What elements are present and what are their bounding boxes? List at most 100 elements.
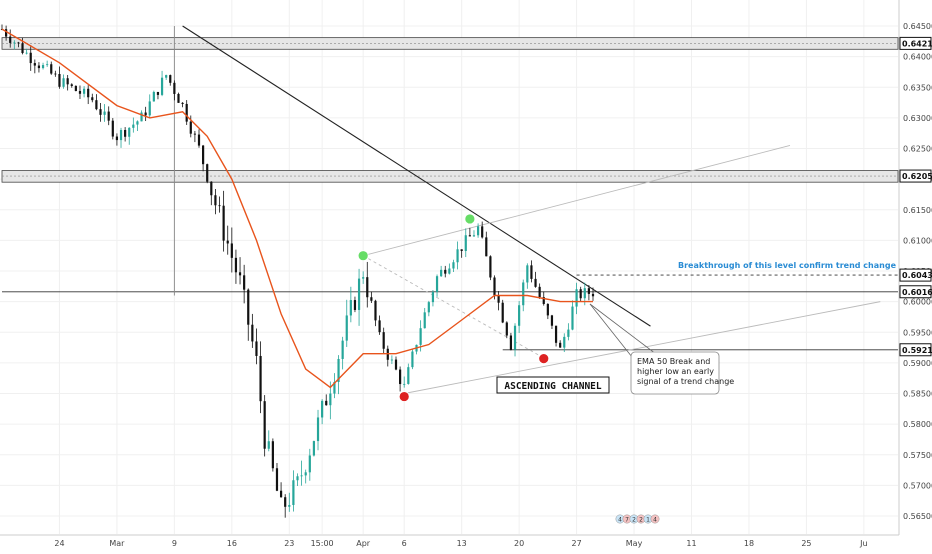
candle-body [485,237,488,257]
candle-body [5,29,8,37]
indicator-badge-5 [650,514,660,524]
candle-body [128,127,131,137]
candle-body [460,249,463,251]
candle-body [370,297,373,301]
candle-body [25,52,28,54]
price-badge-4 [899,343,932,357]
indicator-badge-label-5: 4 [653,517,657,524]
candle-body [165,75,168,78]
trend-line-downtrend [182,25,651,327]
indicator-badge-label-2: 2 [632,517,636,524]
candle-body [550,315,554,326]
candle-body [284,497,287,507]
candle-body [325,400,328,406]
candle-body [292,480,295,505]
candle-body [119,129,123,141]
candle-body [563,336,566,348]
x-tick-label: Ju [859,539,867,548]
candle-body [226,240,229,244]
candle-body [587,288,590,294]
support-resistance-zones [1,37,899,351]
candle-body [181,102,184,104]
candle-body [21,43,24,54]
candle-body [144,112,147,116]
candle-body [152,91,155,102]
candle-body [173,82,176,94]
candle-body [403,383,406,385]
x-tick-label: 6 [402,539,407,548]
candle-body [534,278,537,287]
candle-body [304,472,307,476]
callout-line-2: higher low an early [637,367,714,376]
candle-body [251,324,254,342]
candle-body [279,490,283,498]
candle-body [41,65,45,69]
candle-body [156,91,160,95]
candle-body [567,329,570,337]
level-zone-1 [1,170,899,183]
candle-body [341,340,344,359]
candle-body [390,359,393,361]
candle-body [374,300,377,321]
candle-body [366,277,369,298]
indicator-badge-label-4: 1 [646,517,650,524]
candle-body [148,101,151,116]
candle-body [300,475,303,477]
candle-body [9,36,12,43]
candle-body [124,129,127,137]
indicator-badge-label-0: 4 [618,517,622,524]
candle-body [518,305,521,326]
candle-body [411,351,414,368]
candle-body [513,325,517,350]
candle-body [247,289,250,325]
candle-body [571,306,574,330]
candle-body [509,335,513,350]
candle-body [444,269,447,274]
candle-body [140,112,143,122]
candle-body [407,367,410,384]
candle-body [54,73,57,75]
candle-body [74,85,77,91]
x-tick-label: 27 [571,539,581,548]
candle-body [169,75,172,83]
candle-body [329,393,332,406]
price-badge-2 [899,268,932,282]
candle-body [505,322,508,336]
candle-body [243,275,246,290]
price-badge-label-0: 0.64216 [902,39,932,48]
candle-body [103,111,106,115]
candle-body [321,400,324,418]
candle-body [214,195,217,206]
candle-body [70,84,73,86]
candle-body [37,65,41,69]
candle-body [583,288,586,299]
candle-body [82,88,86,94]
pivot-marker-3 [538,353,550,364]
candle-body [66,78,69,85]
candle-body [189,121,192,134]
callout-box: EMA 50 Break and higher low an early sig… [589,303,734,395]
candle-body [308,455,311,473]
x-tick-label: May [626,539,643,548]
channel-label-box: ASCENDING CHANNEL [496,376,610,394]
candle-body [435,276,439,292]
candle-body [230,243,233,258]
candle-body [456,249,459,263]
candle-body [210,181,213,196]
candle-body [58,74,61,87]
candle-body [115,136,119,141]
x-axis-bg [0,535,932,550]
breakthrough-annotation: Breakthrough of this level confirm trend… [678,261,897,270]
pivot-marker-1 [464,213,476,225]
candle-body [193,133,196,135]
